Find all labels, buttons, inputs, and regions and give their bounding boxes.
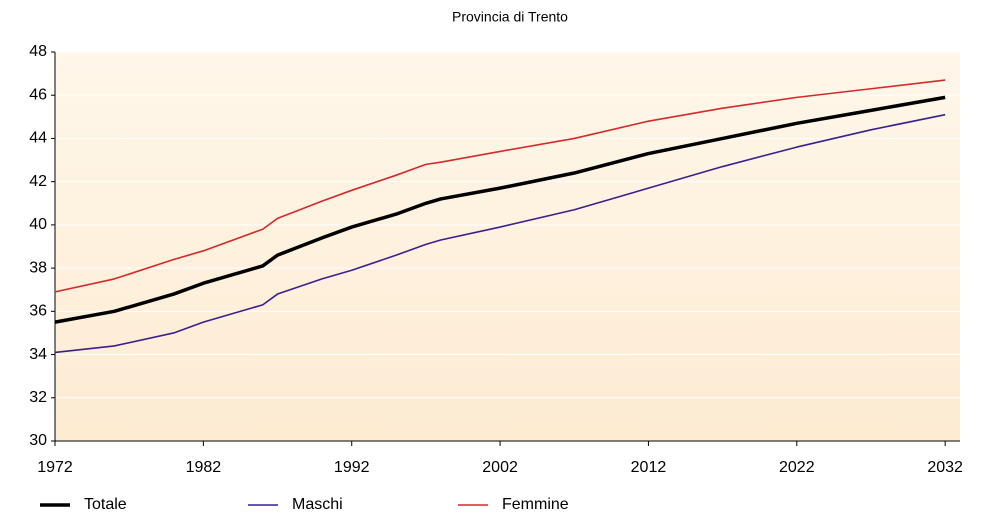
chart-title: Provincia di Trento [452,9,568,25]
x-tick-label: 1992 [334,459,370,476]
legend-label: Totale [84,496,127,513]
y-tick-label: 48 [29,43,47,60]
legend-label: Maschi [292,496,343,513]
y-tick-label: 42 [29,173,47,190]
plot-area [55,52,960,441]
y-tick-label: 46 [29,86,47,103]
x-tick-label: 2022 [779,459,815,476]
line-series [54,79,946,293]
y-tick-label: 34 [29,346,47,363]
y-tick-label: 36 [29,303,47,320]
x-tick-label: 1972 [37,459,73,476]
y-tick-label: 32 [29,389,47,406]
x-tick-label: 2032 [927,459,963,476]
x-tick-label: 2012 [631,459,667,476]
legend-label: Femmine [502,496,569,513]
line-series [54,95,946,324]
y-tick-label: 44 [29,130,47,147]
x-tick-label: 1982 [186,459,222,476]
x-tick-label: 2002 [482,459,518,476]
y-tick-label: 30 [29,432,47,449]
line-series [54,113,946,354]
y-tick-label: 40 [29,216,47,233]
y-tick-label: 38 [29,259,47,276]
